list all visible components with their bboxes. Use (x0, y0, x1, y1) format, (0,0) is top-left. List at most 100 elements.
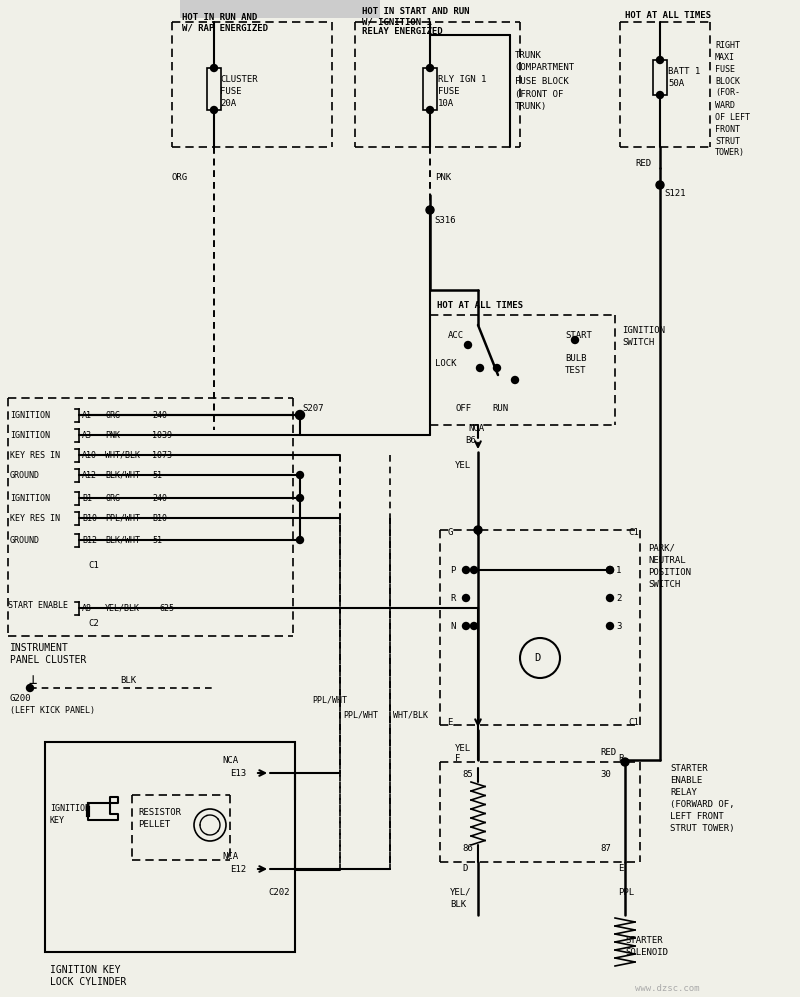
Text: PPL/WHT: PPL/WHT (105, 513, 140, 522)
Text: NCA: NCA (222, 851, 238, 860)
Text: B1: B1 (82, 494, 92, 502)
Text: ENABLE: ENABLE (670, 776, 702, 785)
Text: BLK: BLK (450, 899, 466, 908)
Text: www.dzsc.com: www.dzsc.com (635, 983, 699, 992)
Text: LEFT FRONT: LEFT FRONT (670, 812, 724, 821)
Circle shape (297, 536, 303, 543)
Text: YEL/: YEL/ (450, 887, 471, 896)
Text: KEY: KEY (50, 816, 65, 825)
Text: 3: 3 (616, 621, 622, 630)
Text: ORG: ORG (105, 411, 120, 420)
Text: 240: 240 (152, 411, 167, 420)
Text: FRONT: FRONT (715, 125, 740, 134)
Text: HOT IN START AND RUN: HOT IN START AND RUN (362, 8, 470, 17)
Text: HOT AT ALL TIMES: HOT AT ALL TIMES (437, 300, 523, 309)
Text: RELAY: RELAY (670, 788, 697, 797)
Text: D: D (462, 863, 467, 872)
Text: OFF: OFF (456, 404, 472, 413)
Circle shape (297, 495, 303, 501)
Circle shape (426, 107, 434, 114)
Text: (LEFT KICK PANEL): (LEFT KICK PANEL) (10, 706, 95, 715)
Text: PELLET: PELLET (138, 820, 170, 829)
Text: OF LEFT: OF LEFT (715, 113, 750, 122)
Text: STARTER: STARTER (625, 935, 662, 944)
Text: STRUT TOWER): STRUT TOWER) (670, 824, 734, 832)
Circle shape (210, 107, 218, 114)
Circle shape (210, 65, 218, 72)
Text: B: B (618, 754, 623, 763)
Text: FUSE: FUSE (220, 88, 242, 97)
Text: A8: A8 (82, 603, 92, 612)
Text: RELAY ENERGIZED: RELAY ENERGIZED (362, 28, 442, 37)
Text: BATT 1: BATT 1 (668, 68, 700, 77)
Text: YEL: YEL (455, 744, 471, 753)
Circle shape (462, 594, 470, 601)
Text: MAXI: MAXI (715, 53, 735, 62)
Text: IGNITION KEY: IGNITION KEY (50, 965, 121, 975)
Circle shape (571, 337, 578, 344)
Text: PANEL CLUSTER: PANEL CLUSTER (10, 655, 86, 665)
Text: RED: RED (600, 748, 616, 757)
Text: A3: A3 (82, 431, 92, 440)
Circle shape (621, 758, 629, 766)
Text: PPL: PPL (618, 887, 634, 896)
Text: PNK: PNK (105, 431, 120, 440)
Text: S121: S121 (664, 188, 686, 197)
Text: IGNITION: IGNITION (10, 411, 50, 420)
Text: C1: C1 (628, 527, 638, 536)
Circle shape (477, 365, 483, 372)
Circle shape (511, 377, 518, 384)
Text: F: F (455, 754, 460, 763)
Text: IGNITION: IGNITION (10, 431, 50, 440)
Circle shape (26, 685, 34, 692)
Text: A10: A10 (82, 451, 97, 460)
Text: 1: 1 (616, 565, 622, 574)
Text: 625: 625 (160, 603, 175, 612)
Text: SWITCH: SWITCH (648, 579, 680, 588)
Text: 86: 86 (462, 843, 473, 852)
Text: 240: 240 (152, 494, 167, 502)
Text: SOLENOID: SOLENOID (625, 947, 668, 956)
Text: N: N (450, 621, 455, 630)
Circle shape (462, 622, 470, 629)
Text: 51: 51 (152, 535, 162, 544)
Text: 30: 30 (600, 770, 610, 779)
Text: 1039: 1039 (152, 431, 172, 440)
Text: WHT/BLK: WHT/BLK (105, 451, 140, 460)
Text: PNK: PNK (435, 173, 451, 182)
Text: ⊥: ⊥ (28, 673, 36, 687)
Circle shape (657, 92, 663, 99)
Text: 20A: 20A (220, 100, 236, 109)
Text: G200: G200 (10, 694, 31, 703)
Text: 51: 51 (152, 471, 162, 480)
Text: GROUND: GROUND (10, 535, 40, 544)
Text: RIGHT: RIGHT (715, 41, 740, 50)
Text: NCA: NCA (468, 424, 484, 433)
Text: LOCK: LOCK (435, 359, 457, 368)
Text: E: E (618, 863, 623, 872)
Text: BLOCK: BLOCK (715, 77, 740, 86)
Bar (207, 68, 221, 110)
Text: TRUNK): TRUNK) (515, 103, 547, 112)
Text: BULB: BULB (565, 354, 586, 363)
Text: HOT AT ALL TIMES: HOT AT ALL TIMES (625, 11, 711, 20)
Text: 87: 87 (600, 843, 610, 852)
Text: (FOR-: (FOR- (715, 89, 740, 98)
Text: TOWER): TOWER) (715, 149, 745, 158)
Circle shape (470, 566, 478, 573)
Text: D: D (534, 653, 540, 663)
Text: FUSE: FUSE (715, 65, 735, 74)
Text: YEL/BLK: YEL/BLK (105, 603, 140, 612)
Text: W/ RAP ENERGIZED: W/ RAP ENERGIZED (182, 24, 268, 33)
Text: B6: B6 (465, 436, 476, 445)
Text: E13: E13 (230, 769, 246, 778)
Circle shape (297, 472, 303, 479)
Text: S316: S316 (434, 215, 455, 224)
Circle shape (295, 411, 305, 420)
Text: IGNITION: IGNITION (10, 494, 50, 502)
Text: PPL/WHT: PPL/WHT (343, 711, 378, 720)
Text: WHT/BLK: WHT/BLK (393, 711, 428, 720)
Text: RUN: RUN (492, 404, 508, 413)
Text: G: G (447, 527, 452, 536)
Text: W/ IGNITION 1: W/ IGNITION 1 (362, 18, 432, 27)
